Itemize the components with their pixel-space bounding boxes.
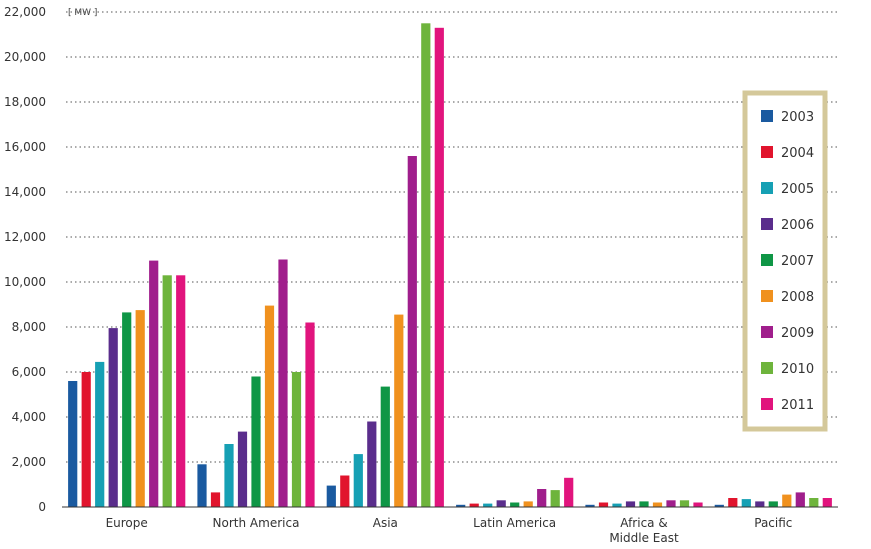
bar (510, 502, 520, 507)
legend: 2003 2004 2005 2006 2007 2008 2009 2010 2011 (742, 90, 828, 432)
legend-label: 2008 (781, 290, 814, 305)
bar (523, 501, 533, 507)
bar (741, 499, 751, 507)
bar (782, 494, 792, 507)
x-category-label: North America (213, 516, 300, 530)
legend-label: 2009 (781, 326, 814, 341)
bar (237, 431, 248, 507)
bar (394, 314, 404, 507)
bar (496, 500, 506, 508)
bar (197, 464, 207, 508)
x-category-label: Europe (106, 516, 148, 530)
y-tick-label: 18,000 (4, 95, 46, 109)
x-category-label: Latin America (473, 516, 556, 530)
bar (135, 310, 145, 507)
y-tick-label: 22,000 (4, 5, 46, 19)
bar (755, 501, 765, 507)
legend-swatch (761, 362, 773, 374)
bar (407, 156, 417, 507)
bar (625, 501, 636, 507)
bar (122, 312, 132, 507)
bar (291, 372, 302, 507)
bar (809, 498, 819, 507)
bar (679, 500, 690, 508)
y-axis-unit-label: [ MW ] (68, 8, 97, 18)
bar (456, 504, 466, 508)
bar (537, 489, 547, 507)
y-tick-label: 16,000 (4, 140, 46, 154)
bar (224, 444, 234, 507)
bar (652, 502, 663, 507)
x-category-label: Africa & (620, 516, 667, 530)
legend-label: 2003 (781, 110, 814, 125)
legend-swatch (761, 146, 773, 158)
legend-label: 2011 (781, 398, 814, 413)
legend-label: 2010 (781, 362, 814, 377)
legend-swatch (761, 254, 773, 266)
legend-label: 2005 (781, 182, 814, 197)
bar (598, 502, 609, 507)
bar (264, 305, 275, 507)
bar (469, 503, 479, 507)
bar (693, 502, 703, 507)
bar (210, 492, 221, 507)
bar (68, 381, 78, 507)
bar (822, 498, 832, 507)
bar (483, 503, 493, 507)
y-tick-label: 6,000 (12, 365, 46, 379)
y-tick-label: 20,000 (4, 50, 46, 64)
legend-swatch (761, 290, 773, 302)
y-tick-label: 0 (38, 500, 46, 514)
bar (728, 498, 738, 507)
bar (550, 490, 560, 507)
x-axis-category-labels: Europe North America Asia Latin America Afri… (106, 516, 793, 545)
bar (326, 485, 336, 507)
bars (68, 23, 832, 508)
bar (81, 372, 91, 507)
y-tick-label: 2,000 (12, 455, 46, 469)
bar (149, 260, 159, 507)
bar (434, 27, 444, 508)
legend-box (742, 90, 828, 432)
legend-swatch (761, 110, 773, 122)
bar (666, 500, 676, 508)
legend-swatch (761, 398, 773, 410)
y-tick-label: 12,000 (4, 230, 46, 244)
bar (95, 361, 105, 507)
bar (162, 275, 172, 508)
bar (305, 322, 315, 507)
y-tick-label: 10,000 (4, 275, 46, 289)
bar (251, 376, 261, 507)
legend-swatch (761, 182, 773, 194)
x-category-label: Middle East (609, 531, 679, 545)
legend-swatch (761, 218, 773, 230)
legend-label: 2004 (781, 146, 814, 161)
bar (795, 492, 805, 507)
x-category-label: Asia (373, 516, 398, 530)
y-tick-label: 8,000 (12, 320, 46, 334)
bar (278, 259, 288, 507)
bar (564, 477, 574, 508)
bar (380, 386, 390, 507)
legend-label: 2006 (781, 218, 814, 233)
bar (714, 504, 724, 508)
bar (108, 328, 118, 507)
bar (340, 475, 350, 507)
bar (367, 421, 377, 507)
x-category-label: Pacific (754, 516, 792, 530)
bar (612, 503, 622, 507)
y-tick-label: 14,000 (4, 185, 46, 199)
bar (176, 275, 186, 508)
bar (421, 23, 431, 508)
bar (585, 504, 595, 508)
legend-swatch (761, 326, 773, 338)
legend-label: 2007 (781, 254, 814, 269)
y-axis-ticks: 0 2,000 4,000 6,000 8,000 10,000 12,000 14,000 1… (4, 5, 46, 514)
bar (768, 501, 778, 507)
y-tick-label: 4,000 (12, 410, 46, 424)
bar (639, 501, 649, 507)
bar (353, 454, 363, 507)
